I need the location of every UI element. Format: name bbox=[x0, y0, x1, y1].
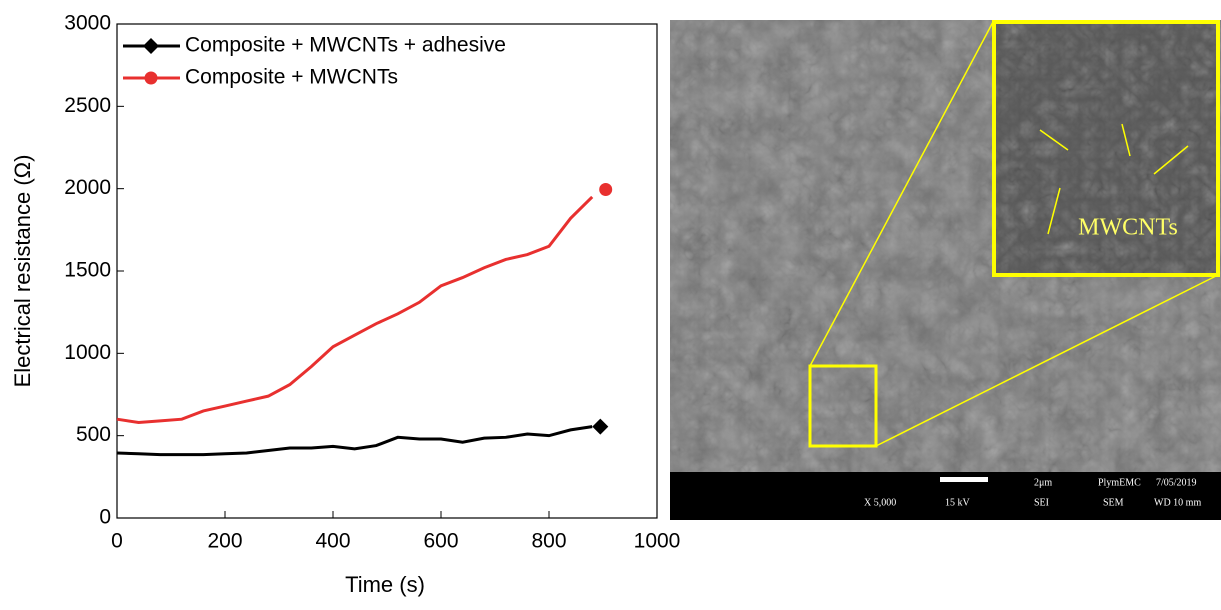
x-tick-label: 600 bbox=[423, 530, 458, 553]
y-tick-label: 2500 bbox=[64, 94, 111, 117]
sem-image: X 5,000 15 kV 2μm SEI PlymEMC SEM 7/05/2… bbox=[670, 20, 1221, 520]
y-tick-label: 0 bbox=[99, 506, 111, 529]
sem-text: WD 10 mm bbox=[1154, 497, 1201, 508]
scale-bar bbox=[940, 477, 988, 482]
x-tick-label: 400 bbox=[315, 530, 350, 553]
y-tick-label: 1000 bbox=[64, 341, 111, 364]
zoom-box bbox=[808, 364, 878, 448]
sem-text: 15 kV bbox=[945, 497, 971, 508]
inset-texture bbox=[996, 24, 1216, 273]
inset-label: MWCNTs bbox=[1078, 215, 1178, 241]
legend-marker bbox=[143, 38, 159, 54]
zoom-line bbox=[809, 21, 994, 367]
y-axis-label: Electrical resistance (Ω) bbox=[10, 155, 35, 388]
zoom-line bbox=[875, 274, 1219, 447]
sem-text: X 5,000 bbox=[864, 497, 896, 508]
y-tick-label: 2000 bbox=[64, 176, 111, 199]
series-line bbox=[116, 195, 594, 425]
sem-text: PlymEMC bbox=[1098, 477, 1141, 488]
legend-marker bbox=[144, 71, 158, 85]
x-axis-label: Time (s) bbox=[345, 572, 425, 597]
y-tick-label: 500 bbox=[76, 423, 111, 446]
marker bbox=[592, 418, 609, 435]
y-tick-label: 1500 bbox=[64, 259, 111, 282]
x-tick-label: 0 bbox=[111, 530, 123, 553]
legend-label: Composite + MWCNTs bbox=[185, 66, 398, 89]
x-tick-label: 1000 bbox=[634, 530, 681, 553]
sem-text: 7/05/2019 bbox=[1156, 477, 1197, 488]
arrows bbox=[1039, 123, 1189, 235]
series-line bbox=[116, 425, 593, 457]
sem-text: SEI bbox=[1034, 497, 1049, 508]
x-tick-label: 200 bbox=[207, 530, 242, 553]
sem-text: 2μm bbox=[1034, 477, 1052, 488]
marker bbox=[599, 182, 613, 196]
legend-label: Composite + MWCNTs + adhesive bbox=[185, 34, 506, 57]
sem-text: SEM bbox=[1103, 497, 1124, 508]
x-tick-label: 800 bbox=[531, 530, 566, 553]
plot-frame bbox=[116, 23, 658, 519]
y-tick-label: 3000 bbox=[64, 12, 111, 35]
